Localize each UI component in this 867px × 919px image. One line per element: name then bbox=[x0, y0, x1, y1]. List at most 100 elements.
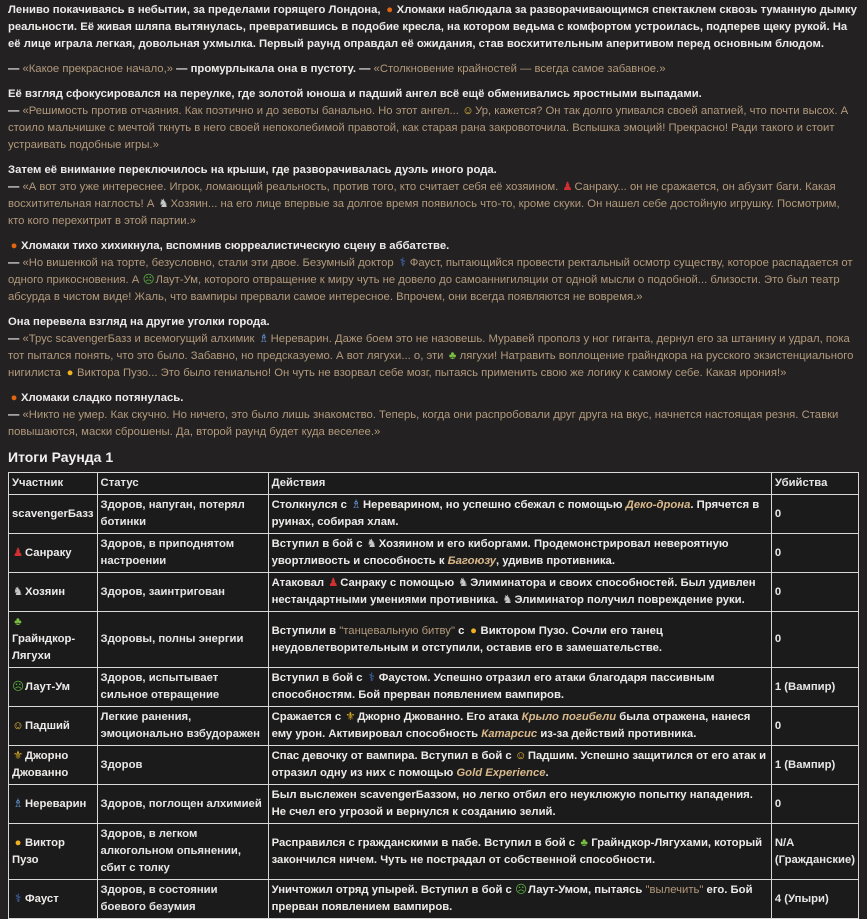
paragraph: Затем её внимание переключилось на крыши… bbox=[8, 162, 859, 230]
text: — bbox=[8, 333, 23, 345]
actions-cell: Атаковал ♟ Санраку с помощью ♞ Элиминатора… bbox=[267, 572, 772, 612]
paragraph: — «Какое прекрасное начало,» — промурлык… bbox=[8, 61, 859, 78]
wolf-icon: ♞ bbox=[458, 577, 469, 589]
actions-cell: Спас девочку от вампира. Вступил в бой с… bbox=[267, 745, 772, 785]
nauseated-icon: ☹ bbox=[515, 884, 527, 896]
text: Хломаки сладко потянулась. bbox=[21, 392, 184, 404]
text: Джорно Джованно. Его атака bbox=[357, 711, 522, 723]
table-row: ♟ Санраку Здоров, в приподнятом настроении… bbox=[8, 533, 860, 573]
wolf-icon: ♞ bbox=[158, 198, 169, 210]
kills-cell: 0 bbox=[770, 706, 860, 746]
quote-text: Хозяин... на его лице впервые за долгое … bbox=[8, 198, 840, 227]
status-cell: Здоровы, полны энергии bbox=[96, 611, 269, 668]
pumpkin-icon: ● bbox=[10, 392, 18, 404]
kills-cell: 0 bbox=[770, 611, 860, 668]
quote-text: лягухи! Натравить воплощение грайндкора … bbox=[8, 350, 854, 379]
text: Грайндкор-Лягухи bbox=[12, 633, 76, 662]
text: Хломаки тихо хихикнула, вспомнив сюрреал… bbox=[21, 240, 450, 252]
ability-name: Багоюзу bbox=[447, 555, 496, 567]
table-row: ♞ Хозяин Здоров, заинтригован Атаковал ♟ Сан… bbox=[8, 572, 860, 612]
actions-cell: Вступили в "танцевальную битву" с ● Викто… bbox=[267, 611, 772, 668]
text: . bbox=[545, 767, 549, 779]
round-summary-table: Участник Статус Действия Убийства scaven… bbox=[8, 472, 860, 919]
quote-text: "вылечить" bbox=[645, 884, 704, 896]
actions-cell: Столкнулся с ♗ Нереварином, но успешно сб… bbox=[267, 494, 772, 534]
actions-cell: Вступил в бой с ⚕ Фаустом. Успешно отрази… bbox=[267, 667, 772, 707]
ability-name: Деко-дрона bbox=[625, 499, 691, 511]
wolf-icon: ♞ bbox=[502, 594, 513, 606]
kills-cell: 0 bbox=[770, 572, 860, 612]
quote-text: «А вот это уже интереснее. Игрок, ломающ… bbox=[22, 181, 562, 193]
participant-cell: ☺Падший bbox=[8, 706, 98, 746]
pumpkin-icon: ● bbox=[386, 4, 394, 16]
kills-cell: 0 bbox=[770, 533, 860, 573]
text: Фауст bbox=[25, 892, 59, 905]
quote-text: «Столкновение крайностей — всегда самое … bbox=[373, 63, 666, 75]
status-cell: Здоров, в приподнятом настроении bbox=[96, 533, 269, 573]
participant-cell: ⚜ Джорно Джованно bbox=[8, 745, 98, 785]
mage-icon: ♗ bbox=[350, 499, 362, 511]
paragraph: Она перевела взгляд на другие уголки гор… bbox=[8, 314, 859, 382]
table-header-row: Участник Статус Действия Убийства bbox=[8, 472, 860, 495]
angel-icon: ☺ bbox=[12, 719, 24, 732]
text: Лаут-Ум bbox=[25, 680, 71, 693]
dancer-icon: ♟ bbox=[12, 546, 24, 559]
participant-cell: ⚕ Фауст bbox=[8, 879, 98, 919]
quote-text: «Никто не умер. Как скучно. Но ничего, э… bbox=[8, 409, 839, 438]
text: , удивив противника. bbox=[495, 555, 615, 567]
nauseated-icon: ☹ bbox=[12, 680, 24, 693]
text: Атаковал bbox=[271, 577, 328, 589]
text: Виктором Пузо. Сочли его танец неудовлет… bbox=[271, 624, 663, 654]
text: scavengerБазз bbox=[12, 507, 94, 520]
text: Расправился с гражданскими в пабе. Вступ… bbox=[271, 836, 579, 849]
stethoscope-icon: ⚕ bbox=[368, 672, 375, 684]
text: Фаустом. Успешно отразил его атаки благо… bbox=[271, 672, 715, 701]
status-cell: Здоров, испытывает сильное отвращение bbox=[96, 667, 269, 707]
text: Санраку с помощью bbox=[340, 577, 458, 589]
text: Вступил в бой с bbox=[271, 538, 366, 550]
mage-icon: ♗ bbox=[12, 797, 24, 810]
text: Сражается с bbox=[271, 711, 345, 723]
paragraph: Её взгляд сфокусировался на переулке, гд… bbox=[8, 86, 859, 154]
participant-cell: ♣ Грайндкор-Лягухи bbox=[8, 611, 98, 668]
text: Джорно Джованно bbox=[12, 750, 69, 779]
header-kills: Убийства bbox=[770, 472, 860, 495]
participant-cell: ☹Лаут-Ум bbox=[8, 667, 98, 707]
kills-cell: 0 bbox=[770, 784, 860, 824]
table-row: ⚕ Фауст Здоров, в состоянии боевого безуми… bbox=[8, 879, 860, 919]
angel-icon: ☺ bbox=[462, 105, 474, 117]
quote-text: Виктора Пузо... Это было гениально! Он ч… bbox=[77, 367, 787, 379]
quote-text: Фауст, пытающийся провести ректальный ос… bbox=[8, 257, 853, 286]
actions-cell: Сражается с ⚜ Джорно Джованно. Его атака … bbox=[267, 706, 772, 746]
story-text: Лениво покачиваясь в небытии, за предела… bbox=[8, 2, 859, 441]
status-cell: Здоров bbox=[96, 745, 269, 785]
table-row: ☺Падший Легкие ранения, эмоционально взбу… bbox=[8, 706, 860, 746]
frog-icon: ♣ bbox=[448, 350, 457, 362]
mage-icon: ♗ bbox=[258, 333, 269, 345]
text: Элиминатора и своих способностей. Был уд… bbox=[271, 577, 756, 606]
text: Хломаки наблюдала за разворачивающимся с… bbox=[8, 4, 857, 50]
ability-name: Катарсис bbox=[481, 728, 538, 740]
dancer-icon: ♟ bbox=[328, 577, 339, 589]
text: Падшим. Успешно защитился от его атак и … bbox=[271, 750, 767, 779]
text: — bbox=[8, 63, 23, 75]
nauseated-icon: ☹ bbox=[142, 274, 155, 286]
text: была отражена, нанеся ему урон. Активиро… bbox=[271, 711, 751, 740]
angel-icon: ☺ bbox=[515, 750, 527, 762]
status-cell: Здоров, поглощен алхимией bbox=[96, 784, 269, 824]
table-row: ☹Лаут-Ум Здоров, испытывает сильное отвра… bbox=[8, 667, 860, 707]
text: Уничтожил отряд упырей. Вступил в бой с bbox=[271, 884, 515, 896]
quote-text: "танцевальную битву" bbox=[339, 624, 455, 637]
paragraph: ● Хломаки тихо хихикнула, вспомнив сюрреа… bbox=[8, 238, 859, 306]
text: Она перевела взгляд на другие уголки гор… bbox=[8, 316, 270, 328]
participant-cell: ● Виктор Пузо bbox=[8, 823, 98, 880]
kills-cell: 0 bbox=[770, 494, 860, 534]
frog-icon: ♣ bbox=[580, 836, 588, 849]
table-row: ♣ Грайндкор-Лягухи Здоровы, полны энергии В… bbox=[8, 611, 860, 668]
text: — промурлыкала она в пустоту. — bbox=[173, 63, 374, 75]
text: Столкнулся с bbox=[271, 499, 351, 511]
ability-name: Gold Experience bbox=[456, 767, 546, 779]
table-row: scavengerБазз Здоров, напуган, потерял бо… bbox=[8, 494, 860, 534]
quote-text: Санраку... он не сражается, он абузит ба… bbox=[8, 181, 836, 210]
